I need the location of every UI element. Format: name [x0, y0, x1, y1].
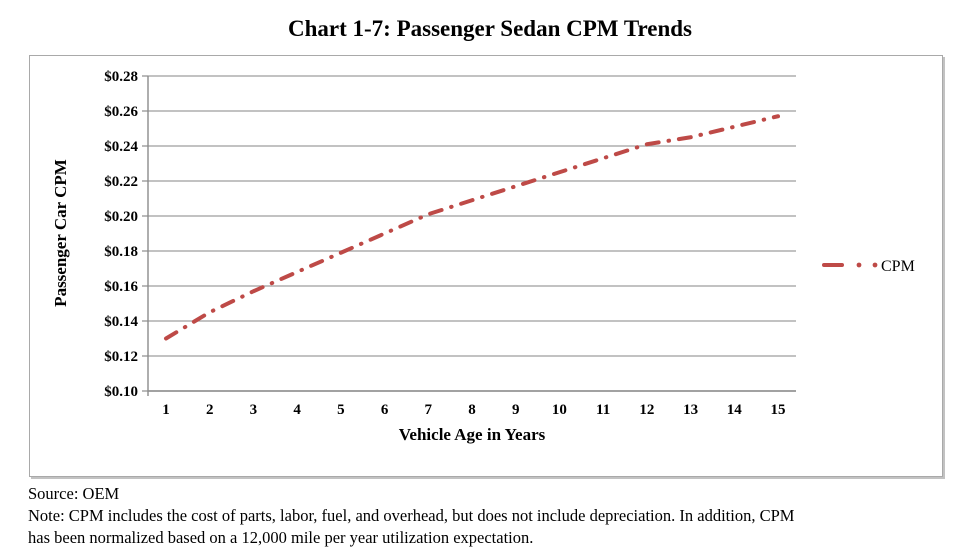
x-tick-label: 8	[468, 402, 476, 418]
x-tick-label: 12	[639, 402, 654, 418]
x-tick-label: 13	[683, 402, 698, 418]
cpm-line-chart: $0.10 $0.12 $0.14 $0.16 $0.18 $0.20 $0.22 $0.24…	[51, 69, 915, 444]
y-tick-label: $0.20	[104, 209, 138, 225]
y-tick-label: $0.18	[104, 244, 138, 260]
legend-dot-sample	[856, 262, 862, 268]
cpm-line	[164, 114, 780, 341]
x-tick-label: 6	[381, 402, 389, 418]
x-tick-label: 2	[206, 402, 214, 418]
x-tick-label: 1	[162, 402, 170, 418]
x-tick-label: 3	[250, 402, 258, 418]
x-tick-label: 14	[727, 402, 743, 418]
y-tick-label: $0.24	[104, 139, 138, 155]
chart-frame: $0.10 $0.12 $0.14 $0.16 $0.18 $0.20 $0.22 $0.24…	[29, 55, 943, 477]
x-tick-label: 4	[293, 402, 301, 418]
x-tick-label: 10	[552, 402, 567, 418]
x-tick-label: 5	[337, 402, 345, 418]
x-tick-label: 15	[771, 402, 786, 418]
note-text-line2: has been normalized based on a 12,000 mi…	[28, 528, 534, 547]
y-tick-label: $0.14	[104, 314, 138, 330]
y-tick-label: $0.16	[104, 279, 138, 295]
y-tick-label: $0.22	[104, 174, 138, 190]
note-text-line1: Note: CPM includes the cost of parts, la…	[28, 506, 795, 525]
x-tick-label: 11	[596, 402, 610, 418]
x-tick-label: 7	[425, 402, 433, 418]
legend-dot-sample	[872, 262, 878, 268]
x-tick-label: 9	[512, 402, 520, 418]
legend-label: CPM	[881, 258, 915, 275]
y-tick-label: $0.10	[104, 384, 138, 400]
y-tick-label: $0.26	[104, 104, 138, 120]
x-axis-title: Vehicle Age in Years	[399, 425, 546, 444]
chart-title: Chart 1-7: Passenger Sedan CPM Trends	[288, 16, 692, 41]
y-tick-label: $0.28	[104, 69, 138, 85]
source-text: Source: OEM	[28, 484, 120, 503]
y-tick-label: $0.12	[104, 349, 138, 365]
y-axis-title: Passenger Car CPM	[51, 159, 70, 307]
